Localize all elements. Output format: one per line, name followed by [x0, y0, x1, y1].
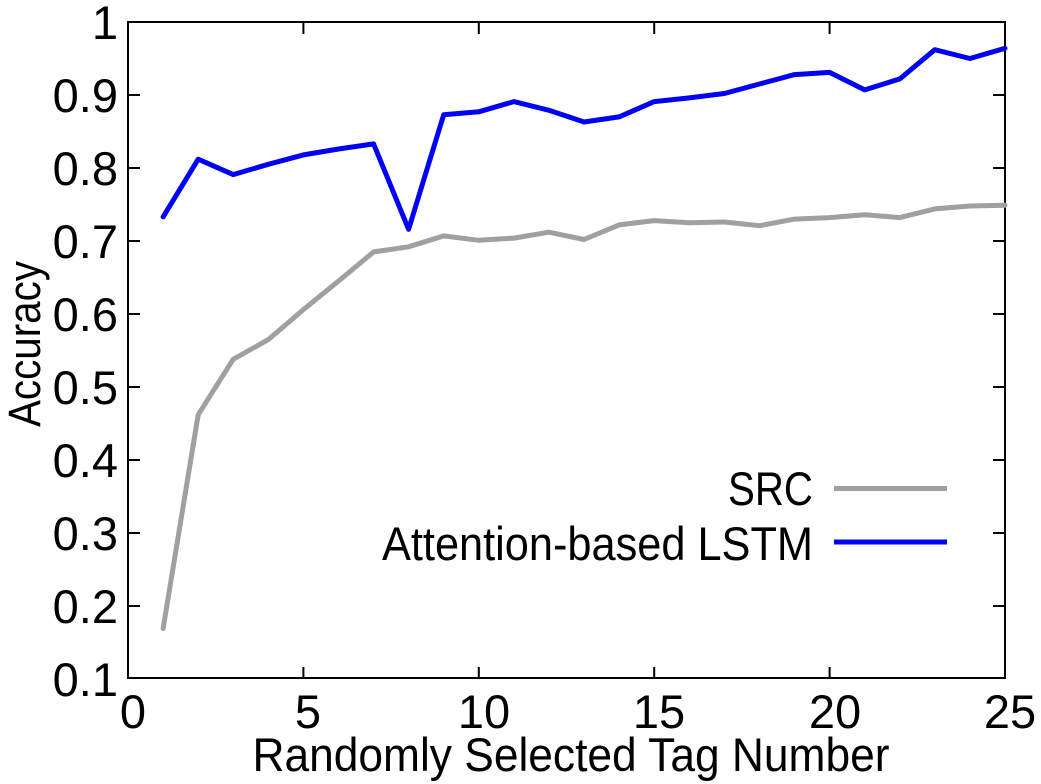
svg-text:0.6: 0.6	[53, 288, 118, 341]
svg-text:20: 20	[809, 685, 861, 738]
svg-text:1: 1	[92, 0, 118, 49]
svg-text:0.7: 0.7	[53, 215, 118, 268]
svg-text:Randomly Selected Tag Number: Randomly Selected Tag Number	[253, 728, 890, 781]
svg-text:Attention-based LSTM: Attention-based LSTM	[382, 517, 813, 570]
svg-text:0: 0	[120, 685, 146, 738]
svg-text:0.1: 0.1	[53, 653, 118, 706]
svg-text:0.8: 0.8	[53, 142, 118, 195]
svg-text:25: 25	[984, 685, 1036, 738]
svg-text:15: 15	[633, 685, 685, 738]
svg-text:0.2: 0.2	[53, 580, 118, 633]
svg-text:5: 5	[295, 685, 321, 738]
svg-text:0.4: 0.4	[53, 434, 118, 487]
svg-text:0.9: 0.9	[53, 69, 118, 122]
svg-text:0.3: 0.3	[53, 507, 118, 560]
svg-text:Accuracy: Accuracy	[0, 261, 50, 427]
svg-text:SRC: SRC	[728, 462, 813, 515]
svg-text:0.5: 0.5	[53, 361, 118, 414]
svg-text:10: 10	[458, 685, 510, 738]
